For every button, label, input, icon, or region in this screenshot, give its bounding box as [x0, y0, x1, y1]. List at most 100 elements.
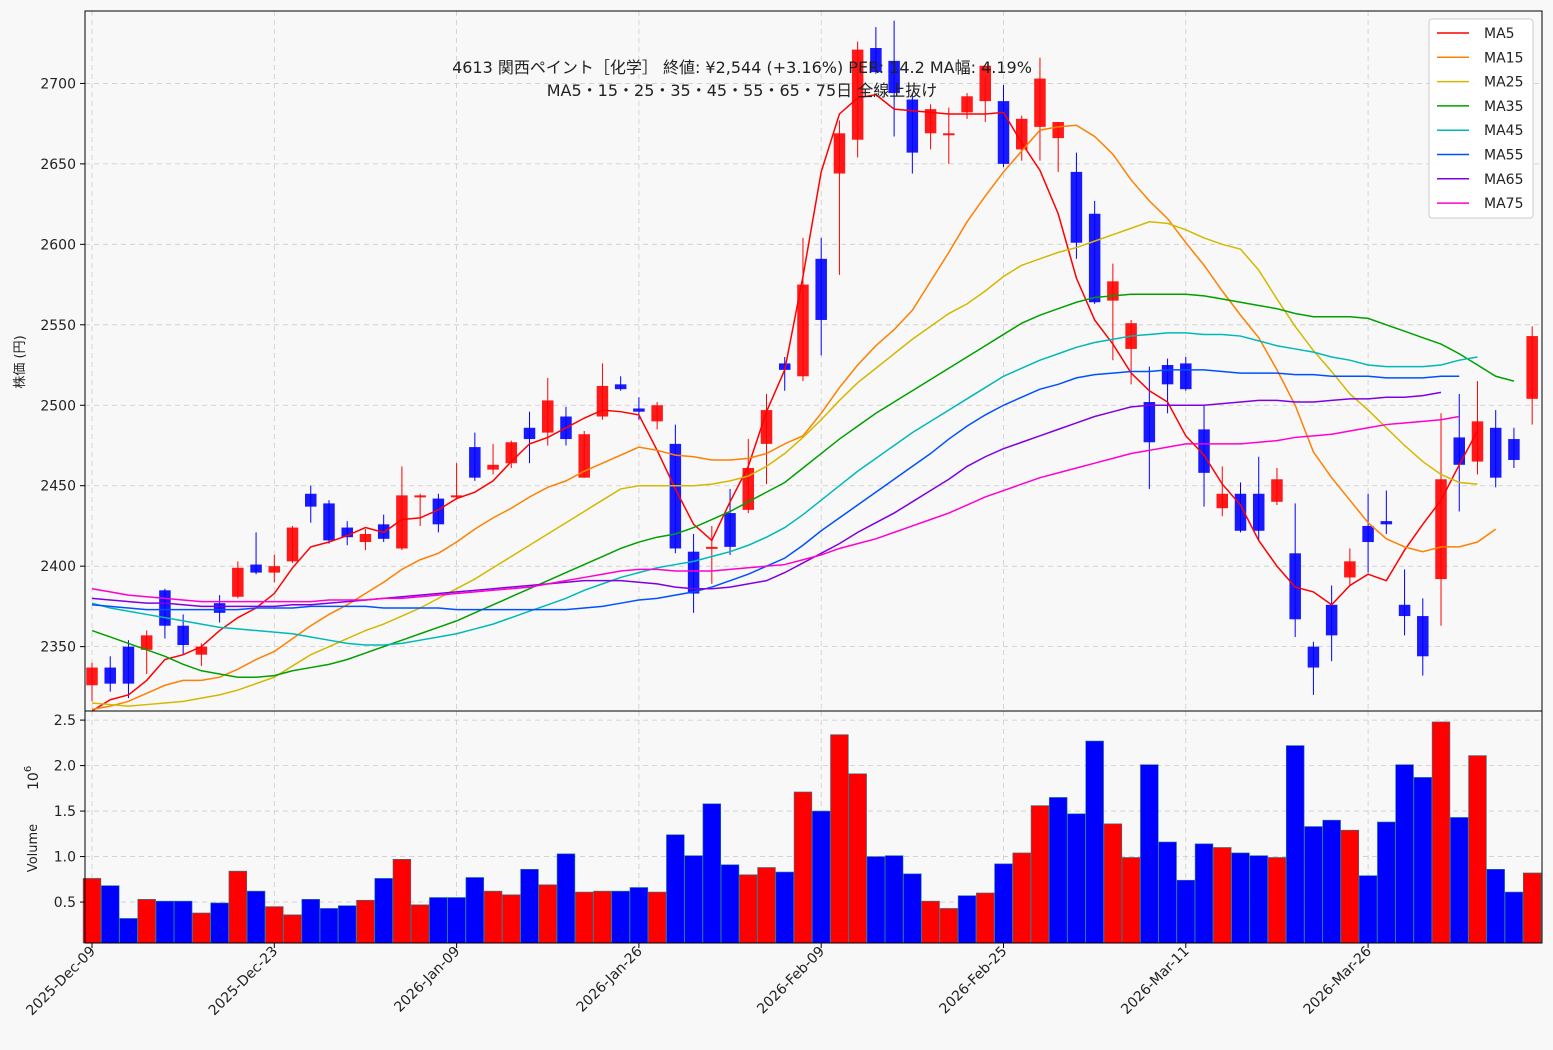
volume-bar: [593, 890, 612, 944]
volume-bar: [465, 877, 485, 944]
volume-bar: [410, 904, 430, 944]
volume-bar: [1395, 764, 1414, 944]
candle-up: [742, 468, 755, 510]
candle-down: [1489, 427, 1502, 478]
volume-bar: [884, 855, 904, 944]
volume-bar: [611, 890, 630, 944]
volume-bar: [538, 884, 557, 944]
candle-up: [924, 109, 937, 134]
volume-bar: [1304, 826, 1323, 944]
volume-bar: [1103, 823, 1123, 944]
volume-exponent-label: 106: [23, 766, 42, 790]
candle-down: [122, 646, 135, 684]
volume-bar: [1468, 755, 1487, 944]
candle-up: [760, 410, 773, 444]
volume-bar: [720, 864, 740, 944]
legend-label: MA45: [1484, 123, 1523, 139]
volume-bar: [1285, 745, 1305, 944]
candle-down: [1362, 525, 1374, 543]
volume-bar: [647, 891, 667, 944]
candle-down: [633, 408, 645, 412]
legend-label: MA5: [1484, 26, 1515, 42]
candle-up: [1435, 479, 1447, 580]
volume-bar: [319, 908, 339, 944]
volume-bar: [283, 914, 302, 944]
volume-bar: [1450, 817, 1469, 944]
candle-up: [359, 533, 372, 543]
volume-bar: [265, 906, 284, 944]
volume-bar: [1140, 764, 1159, 944]
volume-bar: [939, 908, 959, 944]
legend-label: MA75: [1484, 196, 1523, 212]
candle-up: [542, 400, 554, 433]
candle-down: [1234, 493, 1247, 531]
candle-up: [1344, 561, 1356, 578]
volume-bar: [1340, 829, 1360, 944]
candle-up: [1471, 421, 1484, 462]
volume-tick-label: 2.5: [54, 713, 76, 729]
candle-up: [979, 65, 992, 102]
x-tick-label: 2026-Feb-09: [754, 944, 828, 1018]
candle-down: [1325, 604, 1338, 636]
volume-bar: [520, 869, 539, 944]
x-tick-label: 2026-Mar-11: [1118, 944, 1192, 1018]
volume-bar: [1267, 857, 1287, 944]
price-tick-label: 2600: [40, 237, 76, 253]
candle-down: [614, 384, 627, 390]
volume-bar: [575, 891, 594, 944]
price-tick-label: 2400: [40, 559, 76, 575]
volume-bar: [976, 892, 995, 944]
volume-bar: [101, 885, 120, 944]
candle-down: [104, 667, 116, 684]
candle-up: [706, 546, 718, 549]
volume-bar: [1067, 813, 1086, 944]
volume-bar: [793, 791, 813, 944]
candle-up: [797, 284, 809, 377]
candle-up: [286, 527, 299, 562]
volume-bar: [1322, 819, 1341, 944]
candle-up: [596, 385, 609, 417]
chart-title: 4613 関西ペイント［化学］ 終値: ¥2,544 (+3.16%) PER:…: [452, 58, 1032, 77]
candle-up: [1034, 78, 1046, 127]
price-tick-label: 2550: [40, 318, 76, 334]
candlestick-series: [86, 20, 1538, 702]
volume-bar: [301, 899, 320, 944]
candle-up: [943, 133, 955, 136]
candle-down: [1070, 171, 1083, 243]
candle-down: [1143, 402, 1156, 443]
volume-bar: [666, 834, 685, 944]
legend-label: MA15: [1484, 50, 1523, 66]
volume-bar: [1012, 852, 1031, 944]
ma-line-ma75: [91, 415, 1460, 603]
legend-label: MA25: [1484, 75, 1523, 91]
chart-subtitle: MA5・15・25・35・45・55・65・75日 全線上抜け: [547, 81, 938, 100]
candle-down: [1453, 437, 1465, 465]
volume-bar: [775, 871, 794, 944]
x-tick-label: 2025-Dec-09: [23, 944, 98, 1019]
candle-up: [1526, 336, 1538, 399]
volume-bar: [392, 858, 412, 944]
volume-bar: [866, 856, 886, 944]
volume-bar: [447, 897, 466, 944]
candle-down: [870, 48, 882, 73]
candle-up: [140, 635, 153, 650]
volume-bar: [228, 870, 248, 944]
candle-down: [1307, 646, 1320, 668]
volume-bar: [757, 867, 776, 944]
volume-bar: [739, 874, 758, 944]
candle-down: [469, 447, 481, 478]
volume-bar: [1030, 805, 1050, 944]
ma-line-ma55: [91, 369, 1460, 611]
volume-bar: [246, 890, 266, 944]
volume-y-axis: 0.5 1.0 1.5 2.0 2.5: [54, 713, 85, 911]
candle-down: [1198, 429, 1210, 473]
candle-up: [651, 405, 663, 422]
candle-up: [414, 495, 426, 498]
candle-up: [195, 646, 208, 655]
candle-up: [578, 434, 590, 478]
volume-bar: [1249, 855, 1268, 944]
volume-bar: [811, 810, 831, 944]
legend-label: MA35: [1484, 99, 1523, 115]
candle-down: [1417, 616, 1429, 657]
